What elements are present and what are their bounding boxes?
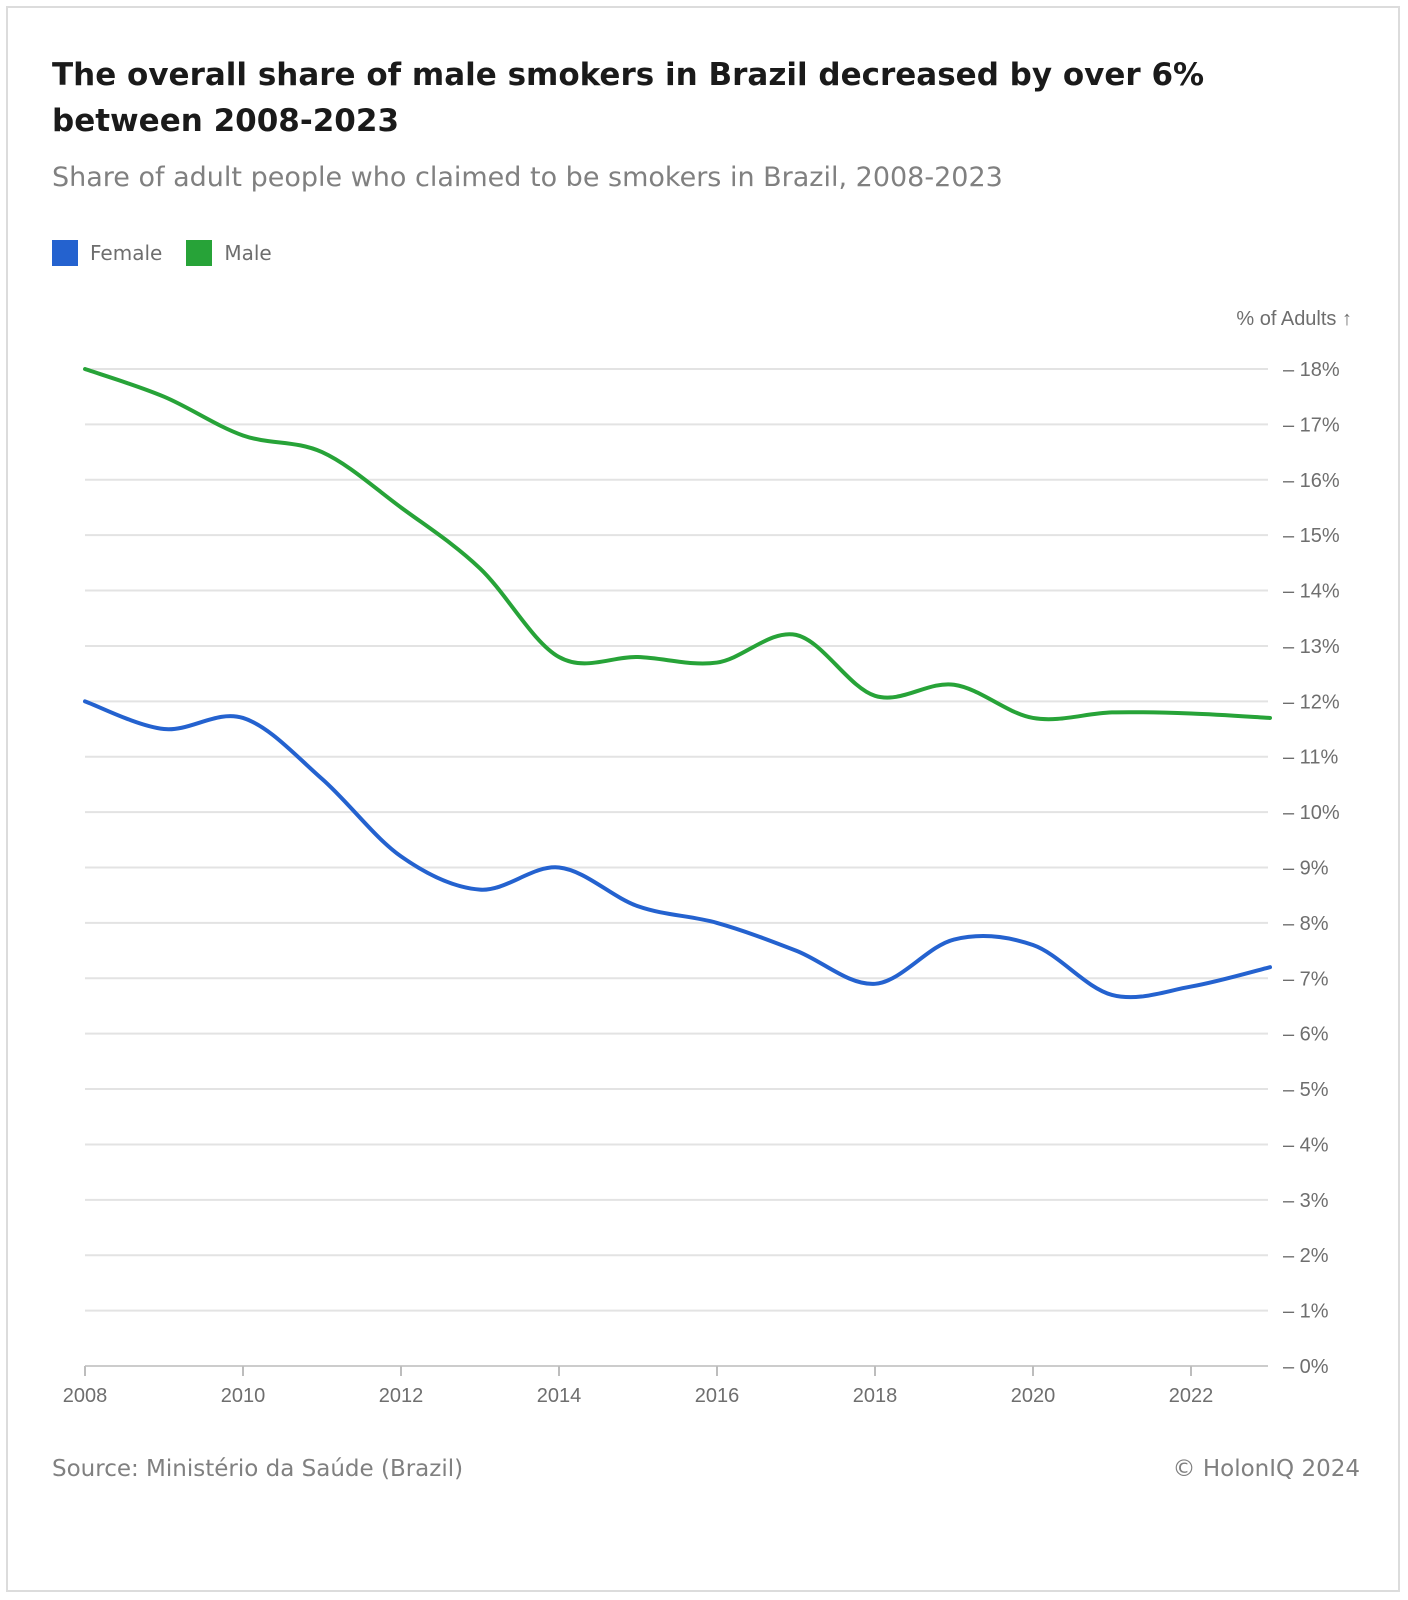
y-tick-label: – 12% [1283, 691, 1340, 713]
x-tick-label: 2020 [1011, 1385, 1056, 1407]
x-tick-label: 2022 [1169, 1385, 1214, 1407]
series-line-female[interactable] [83, 699, 1272, 1000]
chart-subtitle: Share of adult people who claimed to be … [52, 162, 1003, 193]
source-note: Source: Ministério da Saúde (Brazil) [52, 1456, 464, 1482]
legend-label-male: Male [224, 241, 272, 265]
legend-label-female: Female [90, 241, 163, 265]
x-tick-label: 2018 [853, 1385, 898, 1407]
y-axis: % of Adults ↑ – 0% – 1% – 2% – 3% – 4% – 5% – … [1236, 308, 1352, 1378]
y-tick-label: – 18% [1283, 359, 1340, 381]
y-tick-label: – 7% [1283, 968, 1329, 990]
x-axis: 2008 2010 2012 2014 2016 2018 2020 2022 [63, 1366, 1214, 1407]
y-tick-label: – 8% [1283, 913, 1329, 935]
x-tick-label: 2014 [537, 1385, 582, 1407]
legend-swatch-male [186, 240, 213, 266]
y-axis-title: % of Adults ↑ [1236, 308, 1352, 330]
y-tick-label: – 10% [1283, 802, 1340, 824]
copyright-note: © HolonIQ 2024 [1172, 1456, 1360, 1482]
y-tick-label: – 4% [1283, 1134, 1329, 1156]
y-tick-label: – 5% [1283, 1079, 1329, 1101]
y-tick-label: – 15% [1283, 525, 1340, 547]
legend: Female Male [52, 240, 296, 266]
y-tick-label: – 9% [1283, 858, 1329, 880]
chart-title: The overall share of male smokers in Bra… [52, 57, 1205, 139]
series-lines [83, 367, 1272, 1000]
legend-item-female[interactable]: Female [52, 240, 162, 266]
y-tick-label: – 13% [1283, 636, 1340, 658]
y-tick-label: – 1% [1283, 1301, 1329, 1323]
legend-swatch-female [52, 240, 78, 266]
chart-card [6, 6, 1400, 1592]
y-tick-label: – 3% [1283, 1190, 1329, 1212]
y-tick-label: – 2% [1283, 1245, 1329, 1267]
x-tick-label: 2010 [221, 1385, 266, 1407]
y-tick-label: – 0% [1283, 1356, 1329, 1378]
gridlines [85, 368, 1268, 1367]
y-tick-label: – 6% [1283, 1024, 1329, 1046]
series-line-male[interactable] [83, 367, 1272, 722]
y-tick-label: – 16% [1283, 470, 1340, 492]
y-tick-label: – 11% [1283, 747, 1338, 769]
x-tick-label: 2012 [379, 1385, 424, 1407]
y-tick-label: – 14% [1283, 581, 1340, 603]
y-tick-label: – 17% [1283, 414, 1340, 436]
legend-item-male[interactable]: Male [186, 240, 272, 266]
x-tick-label: 2008 [63, 1385, 108, 1407]
x-tick-label: 2016 [695, 1385, 740, 1407]
